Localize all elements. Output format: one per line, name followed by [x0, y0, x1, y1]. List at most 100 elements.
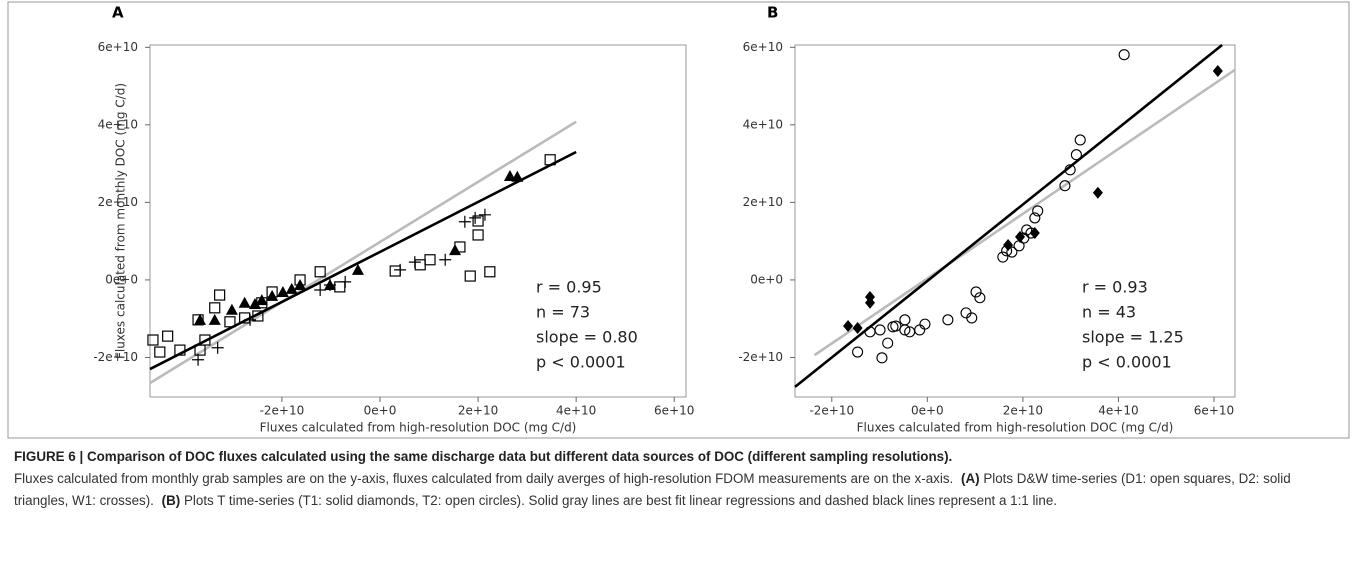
x-axis-label: Fluxes calculated from high-resolution D…	[260, 421, 577, 435]
square-point	[334, 281, 346, 293]
circle-point	[1029, 212, 1041, 224]
triangle-point	[351, 263, 364, 275]
square-point	[424, 254, 436, 266]
square-point	[209, 302, 221, 314]
caption-heading: FIGURE 6 | Comparison of DOC fluxes calc…	[14, 449, 953, 464]
triangle-point	[511, 170, 524, 182]
fit-line	[149, 120, 577, 385]
square-point	[199, 334, 211, 346]
panel-letter: A	[112, 4, 124, 22]
x-tick-label: -2e+10	[260, 404, 305, 418]
diamond-point	[1015, 230, 1026, 243]
y-tick-label: 2e+10	[743, 195, 783, 209]
y-tick-label: 4e+10	[98, 117, 138, 131]
circle-point	[1001, 245, 1013, 257]
triangle-point	[238, 296, 251, 308]
caption-label: (A)	[960, 471, 980, 486]
x-tick-label: 0e+0	[364, 404, 397, 418]
figure-border	[7, 1, 1350, 439]
square-point	[162, 330, 174, 342]
y-tick-label: 0e+0	[105, 272, 138, 286]
circle-point	[1032, 205, 1044, 217]
caption: FIGURE 6 | Comparison of DOC fluxes calc…	[14, 446, 1344, 512]
triangle-point	[449, 244, 462, 256]
y-tick-label: 6e+10	[743, 40, 783, 54]
cross-point	[211, 341, 224, 354]
square-point	[472, 229, 484, 241]
circle-point	[1118, 49, 1130, 61]
square-point	[154, 346, 166, 358]
circle-point	[1013, 240, 1025, 252]
cross-point	[192, 353, 205, 366]
circle-point	[874, 324, 886, 336]
triangle-point	[208, 313, 221, 325]
y-tick-label: 0e+0	[750, 272, 783, 286]
diamond-point	[865, 290, 876, 303]
annotation: slope = 1.25	[1082, 328, 1184, 347]
circle-point	[1025, 227, 1037, 239]
fit-line	[149, 150, 577, 371]
x-axis-label: Fluxes calculated from high-resolution D…	[857, 421, 1174, 435]
y-tick-label: 4e+10	[743, 117, 783, 131]
circle-point	[882, 337, 894, 349]
circle-point	[1006, 246, 1018, 258]
square-point	[464, 270, 476, 282]
annotation: n = 73	[536, 303, 590, 322]
x-tick-label: 0e+0	[911, 404, 944, 418]
circle-point	[970, 286, 982, 298]
annotation: slope = 0.80	[536, 328, 638, 347]
square-point	[414, 259, 426, 271]
triangle-point	[248, 297, 261, 309]
square-point	[214, 289, 226, 301]
y-tick-label: 2e+10	[98, 195, 138, 209]
square-point	[174, 344, 186, 356]
diamond-point	[1212, 64, 1223, 77]
square-point	[224, 316, 236, 328]
annotation: p < 0.0001	[1082, 353, 1172, 372]
y-tick-label: 6e+10	[98, 40, 138, 54]
square-point	[252, 310, 264, 322]
y-tick-label: -2e+10	[738, 350, 783, 364]
annotation: r = 0.93	[1082, 278, 1148, 297]
y-axis-label: Fluxes calculated from monthly DOC (mg C…	[114, 83, 128, 359]
fit-line	[794, 43, 1223, 388]
cross-point	[314, 284, 327, 297]
x-tick-label: -2e+10	[809, 404, 854, 418]
square-point	[147, 334, 159, 346]
x-tick-label: 4e+10	[1098, 404, 1138, 418]
caption-label: (B)	[161, 493, 181, 508]
diamond-point	[843, 320, 854, 333]
triangle-point	[194, 313, 207, 325]
circle-point	[890, 320, 902, 332]
x-tick-label: 2e+10	[1003, 404, 1043, 418]
x-tick-label: 6e+10	[654, 404, 694, 418]
circle-point	[899, 324, 911, 336]
cross-point	[439, 253, 452, 266]
caption-text: Plots T time-series (T1: solid diamonds,…	[183, 493, 1058, 508]
annotation: r = 0.95	[536, 278, 602, 297]
circle-point	[1070, 149, 1082, 161]
panel-letter: B	[767, 4, 778, 22]
figure: A -2e+10 0e+0 2e+10 4e+10 6e+10 -2e+10 0e+0 2e+1…	[7, 1, 1350, 439]
circle-point	[942, 314, 954, 326]
fit-line	[813, 68, 1236, 357]
square-point	[314, 266, 326, 278]
caption-text: Plots D&W time-series (D1: open squares,…	[14, 471, 1291, 508]
circle-point	[914, 324, 926, 336]
diamond-point	[1029, 227, 1040, 240]
triangle-point	[294, 278, 307, 290]
triangle-point	[285, 282, 298, 294]
cross-point	[244, 313, 257, 326]
diamond-point	[1092, 186, 1103, 199]
cross-point	[458, 215, 471, 228]
circle-point	[1074, 134, 1086, 146]
plot-frame	[149, 44, 687, 398]
square-point	[472, 215, 484, 227]
square-point	[484, 266, 496, 278]
caption-intro: Fluxes calculated from monthly grab samp…	[14, 471, 954, 486]
x-tick-label: 4e+10	[556, 404, 596, 418]
circle-point	[852, 346, 864, 358]
annotation: p < 0.0001	[536, 353, 626, 372]
square-point	[544, 154, 556, 166]
